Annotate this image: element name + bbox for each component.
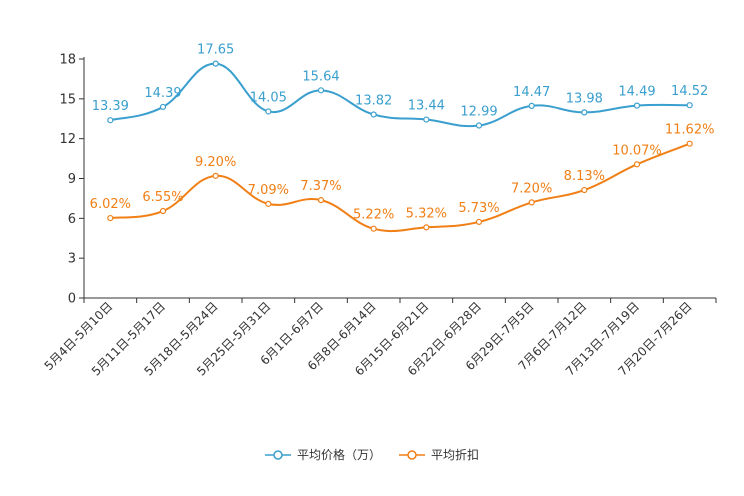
data-point-discount[interactable] (686, 140, 693, 147)
data-label-price: 13.44 (408, 99, 445, 114)
data-label-discount: 7.20% (511, 181, 552, 196)
data-label-discount: 7.37% (300, 179, 341, 194)
data-point-discount[interactable] (633, 161, 641, 168)
data-label-price: 14.39 (144, 86, 181, 101)
data-point-discount[interactable] (317, 197, 325, 204)
series-discount: 6.02% 6.55% 9.20% 7.09% 7.37% 5.22% 5.32% 5.73%… (90, 123, 715, 233)
data-label-price: 14.05 (250, 90, 287, 105)
data-point-price[interactable] (686, 102, 693, 109)
data-label-discount: 5.32% (406, 206, 447, 221)
data-point-price[interactable] (423, 116, 430, 123)
data-point-price[interactable] (581, 109, 588, 116)
data-point-discount[interactable] (475, 218, 483, 226)
data-point-discount[interactable] (370, 225, 377, 232)
data-label-discount: 6.55% (142, 190, 183, 205)
data-label-discount: 7.09% (248, 183, 289, 198)
data-point-price[interactable] (107, 117, 114, 124)
data-point-price[interactable] (370, 111, 377, 118)
line-chart: 0 3 6 9 12 15 18 5月4日-5月10日5月11日-5月17日5月18日-5月… (42, 43, 717, 379)
data-label-price: 13.82 (355, 94, 392, 109)
series-layer: 13.39 14.39 17.65 14.05 15.64 13.82 13.44 12.99… (90, 43, 715, 233)
data-point-discount[interactable] (423, 224, 430, 231)
legend-discount-label: 平均折扣 (431, 448, 480, 462)
data-point-price[interactable] (212, 60, 219, 67)
y-tick-label: 15 (59, 92, 76, 107)
data-point-discount[interactable] (107, 214, 114, 222)
data-point-discount[interactable] (212, 172, 219, 179)
data-point-discount[interactable] (159, 207, 167, 215)
data-point-price[interactable] (159, 103, 167, 111)
data-point-discount[interactable] (265, 200, 272, 207)
y-tick-label: 6 (68, 212, 76, 227)
data-label-discount: 10.07% (612, 143, 662, 158)
x-axis: 5月4日-5月10日5月11日-5月17日5月18日-5月24日5月25日-5月… (42, 297, 717, 379)
data-point-price[interactable] (265, 108, 272, 115)
data-label-discount: 9.20% (195, 155, 236, 170)
data-label-price: 12.99 (460, 105, 497, 120)
y-tick-label: 0 (68, 292, 76, 307)
data-point-discount[interactable] (581, 186, 588, 194)
data-label-price: 13.98 (566, 91, 603, 106)
y-tick-label: 3 (68, 252, 76, 267)
y-tick-label: 18 (59, 53, 76, 68)
legend-price-label: 平均价格（万） (296, 448, 381, 462)
data-point-price[interactable] (633, 102, 641, 109)
legend-discount-line-icon (399, 449, 425, 460)
series-price: 13.39 14.39 17.65 14.05 15.64 13.82 13.44 12.99… (92, 43, 708, 129)
data-point-price[interactable] (317, 87, 325, 94)
data-label-price: 13.39 (92, 99, 129, 114)
y-tick-label: 9 (68, 172, 76, 187)
y-tick-label: 12 (59, 132, 76, 147)
data-label-price: 17.65 (197, 43, 234, 58)
data-label-discount: 6.02% (90, 197, 131, 212)
legend-item-price[interactable]: 平均价格（万） (264, 446, 381, 463)
data-label-discount: 11.62% (665, 123, 715, 138)
data-label-discount: 5.22% (353, 208, 394, 223)
data-label-price: 14.49 (618, 85, 655, 100)
data-label-discount: 8.13% (564, 169, 605, 184)
legend: 平均价格（万） 平均折扣 (0, 446, 744, 463)
data-point-price[interactable] (528, 102, 535, 109)
legend-item-discount[interactable]: 平均折扣 (399, 446, 479, 463)
data-label-price: 14.52 (671, 84, 708, 99)
data-label-price: 14.47 (513, 85, 550, 100)
legend-price-line-icon (264, 449, 291, 460)
y-axis: 0 3 6 9 12 15 18 (59, 53, 85, 307)
data-point-price[interactable] (475, 122, 483, 129)
data-point-discount[interactable] (528, 199, 535, 206)
data-label-discount: 5.73% (458, 201, 499, 216)
data-label-price: 15.64 (302, 69, 339, 84)
